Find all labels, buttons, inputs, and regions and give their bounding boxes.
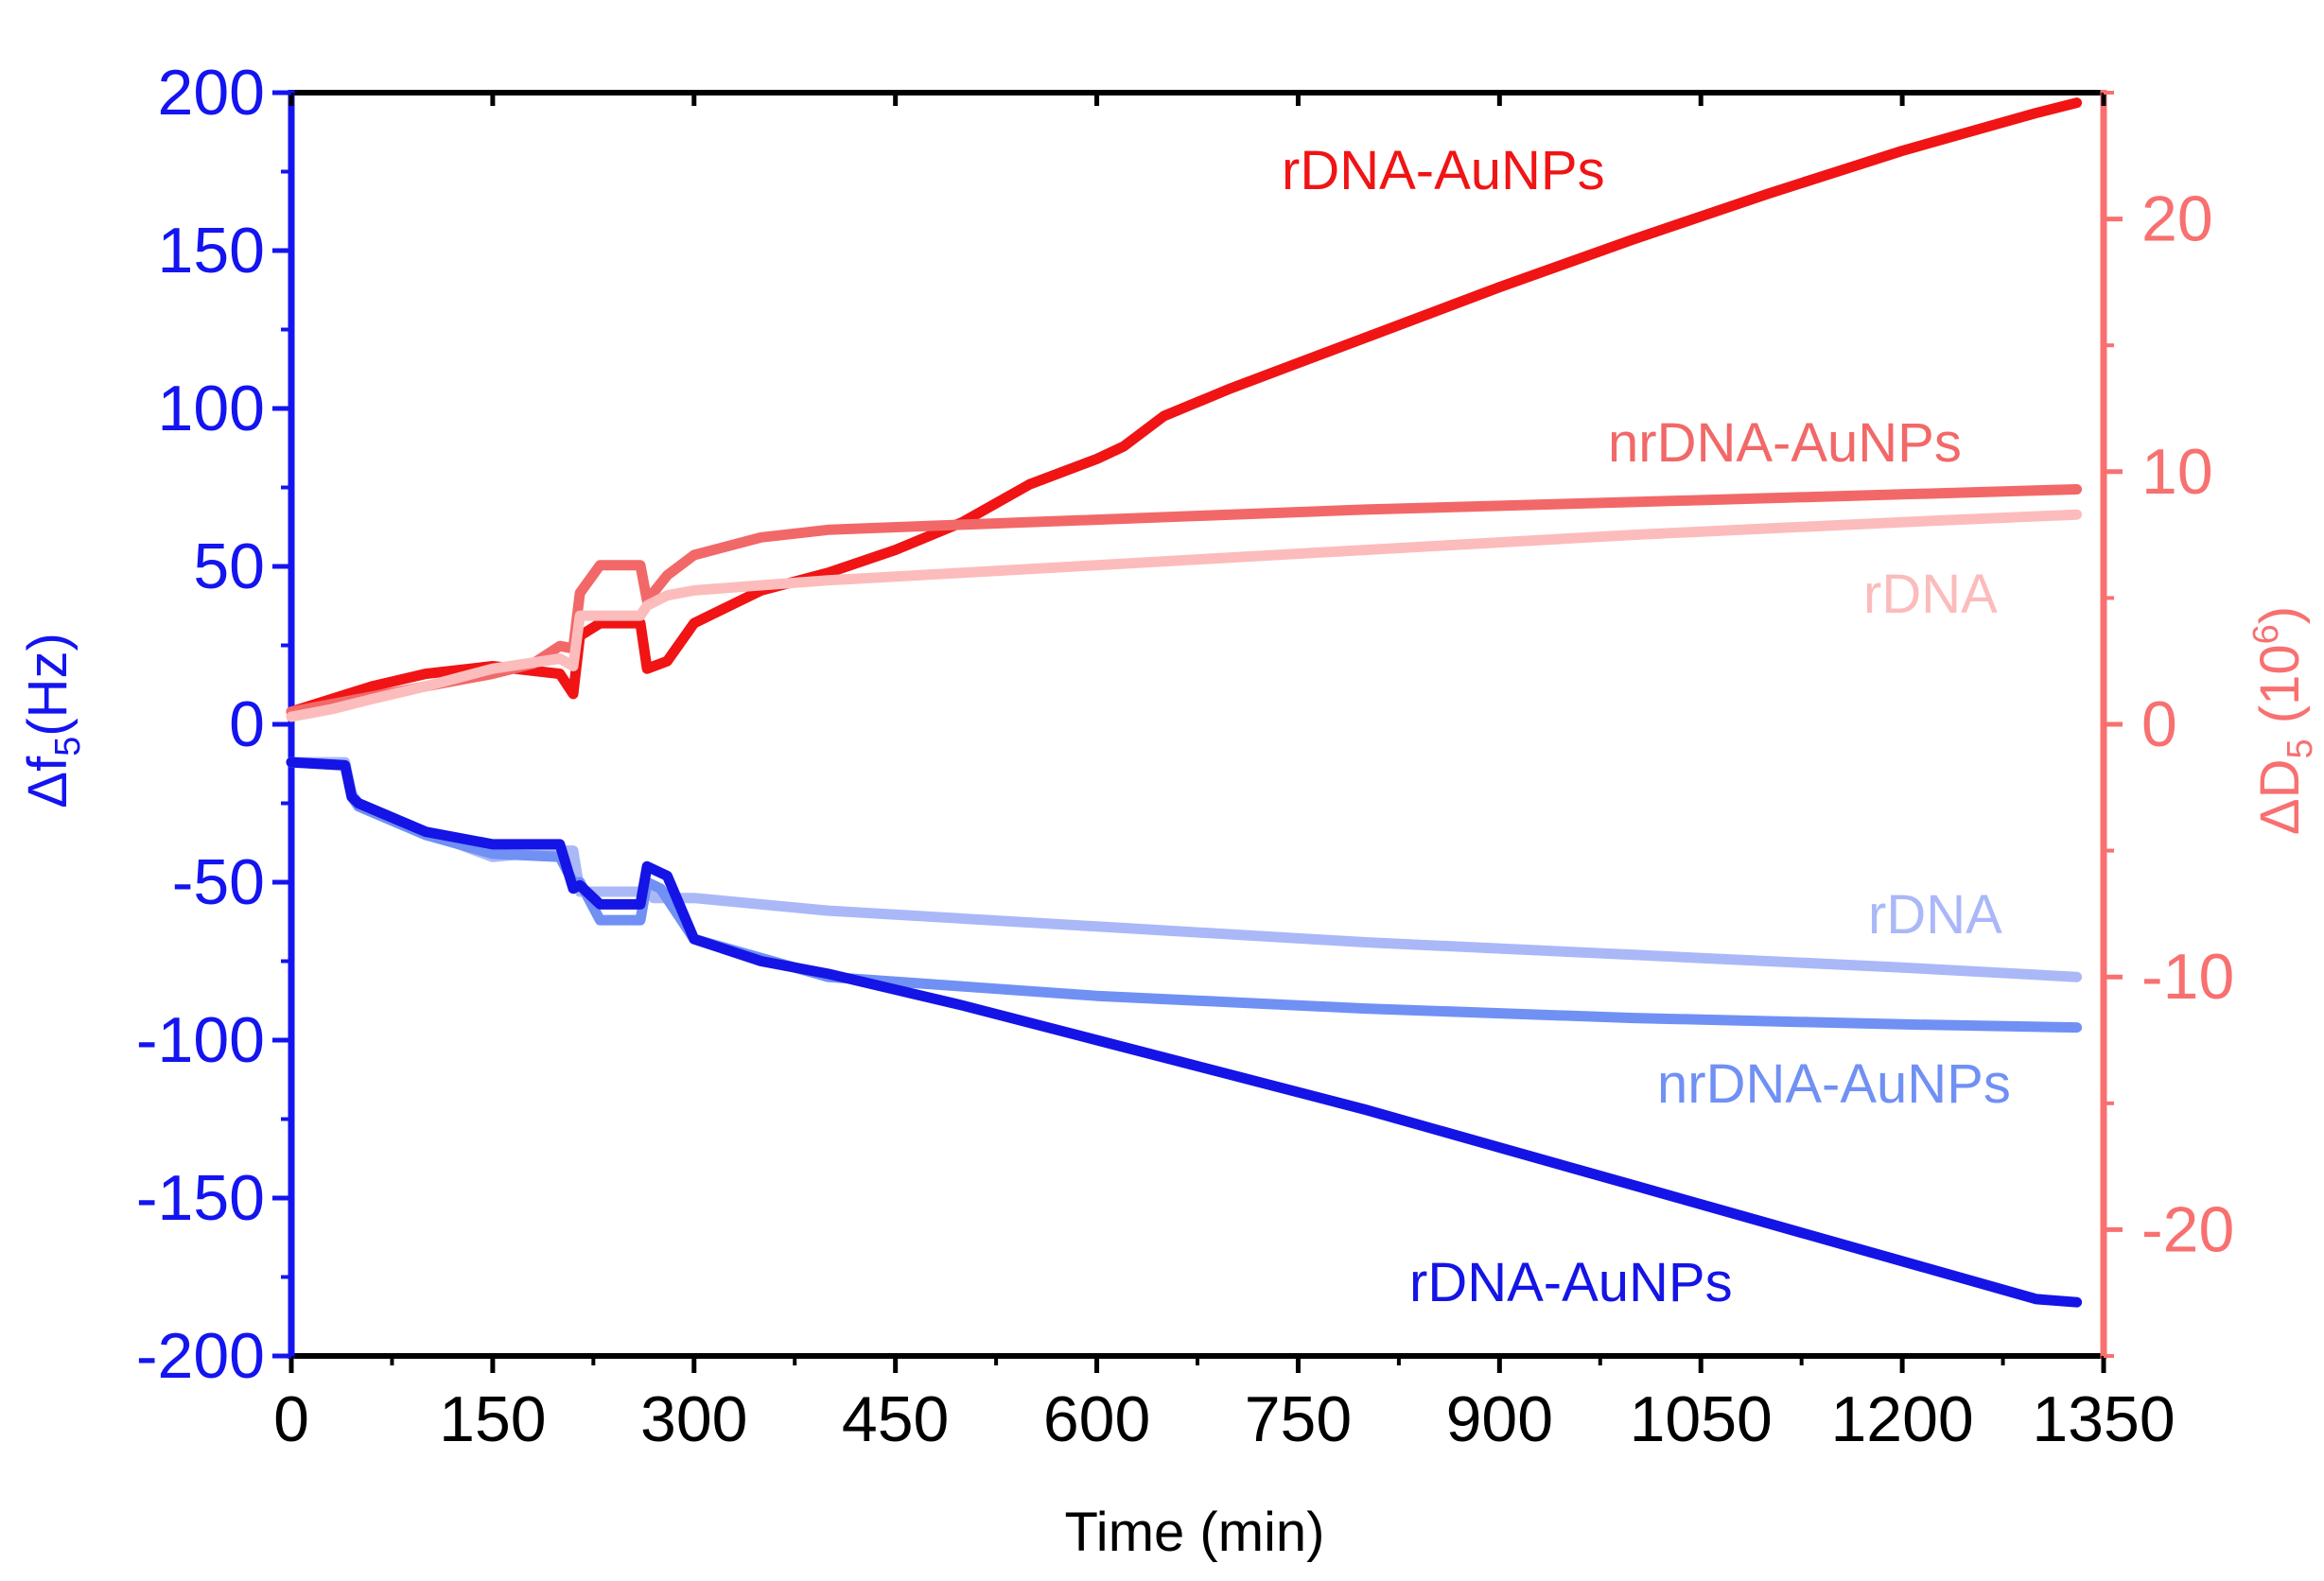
y-left-tick-label: -100 [136,1004,265,1076]
y-right-title-sub: 5 [2280,738,2320,758]
y-left-tick-label: -150 [136,1162,265,1234]
label-blue-rdna: rDNA [1868,884,2002,946]
y-left-tick-label: 150 [158,215,265,287]
label-red-nrdna-aunps: nrDNA-AuNPs [1608,412,1962,474]
y-right-title-rest: (10 [2249,644,2311,738]
x-tick-label: 0 [273,1383,309,1455]
label-red-rdna: rDNA [1863,564,1998,625]
y-left-tick-label: 100 [158,373,265,444]
y-right-title-sup: 6 [2246,624,2286,644]
series-line-blue-rdna-aunps [286,756,2083,1308]
label-blue-nrdna-aunps: nrDNA-AuNPs [1657,1053,2011,1115]
plot-frame: 0 150 300 450 600 750 900 1050 1200 1350200150100… [136,57,2234,1455]
x-tick-label: 1200 [1830,1383,1973,1455]
series-line-blue-rdna [286,756,2083,982]
label-blue-rdna-aunps: rDNA-AuNPs [1409,1252,1733,1313]
y-left-tick-label: 200 [158,57,265,129]
y-left-title-main: Δf [17,756,79,808]
y-right-tick-label: 20 [2141,183,2213,255]
x-tick-label: 1350 [2032,1383,2175,1455]
series-line-red-rdna-aunps [286,97,2083,718]
y-left-axis-title: Δf5(Hz) [17,633,88,808]
y-right-title-close: ) [2249,606,2311,624]
series-line-red-rdna [286,509,2083,722]
y-right-tick-label: -10 [2141,941,2234,1013]
x-tick-label: 1050 [1630,1383,1773,1455]
y-left-title-sub: 5 [48,737,88,756]
x-tick-label: 300 [640,1383,747,1455]
x-tick-label: 900 [1446,1383,1553,1455]
y-right-axis-title: ΔD5 (106) [2246,606,2320,835]
x-tick-label: 750 [1245,1383,1352,1455]
x-tick-label: 450 [842,1383,949,1455]
x-tick-label: 600 [1043,1383,1150,1455]
series-line-blue-nrdna-aunps [286,756,2083,1034]
y-left-tick-label: 50 [193,530,265,602]
y-left-tick-label: 0 [229,688,265,760]
y-right-title-main: ΔD [2249,758,2311,835]
x-axis-title: Time (min) [1065,1502,1325,1563]
x-tick-label: 150 [439,1383,546,1455]
y-left-title-rest: (Hz) [17,633,79,737]
y-right-tick-label: -20 [2141,1193,2234,1265]
y-left-tick-label: -50 [172,846,265,918]
label-red-rdna-aunps: rDNA-AuNPs [1282,140,1605,201]
series-layer [286,97,2083,1308]
y-left-tick-label: -200 [136,1320,265,1392]
y-right-tick-label: 10 [2141,436,2213,508]
y-right-tick-label: 0 [2141,688,2177,760]
